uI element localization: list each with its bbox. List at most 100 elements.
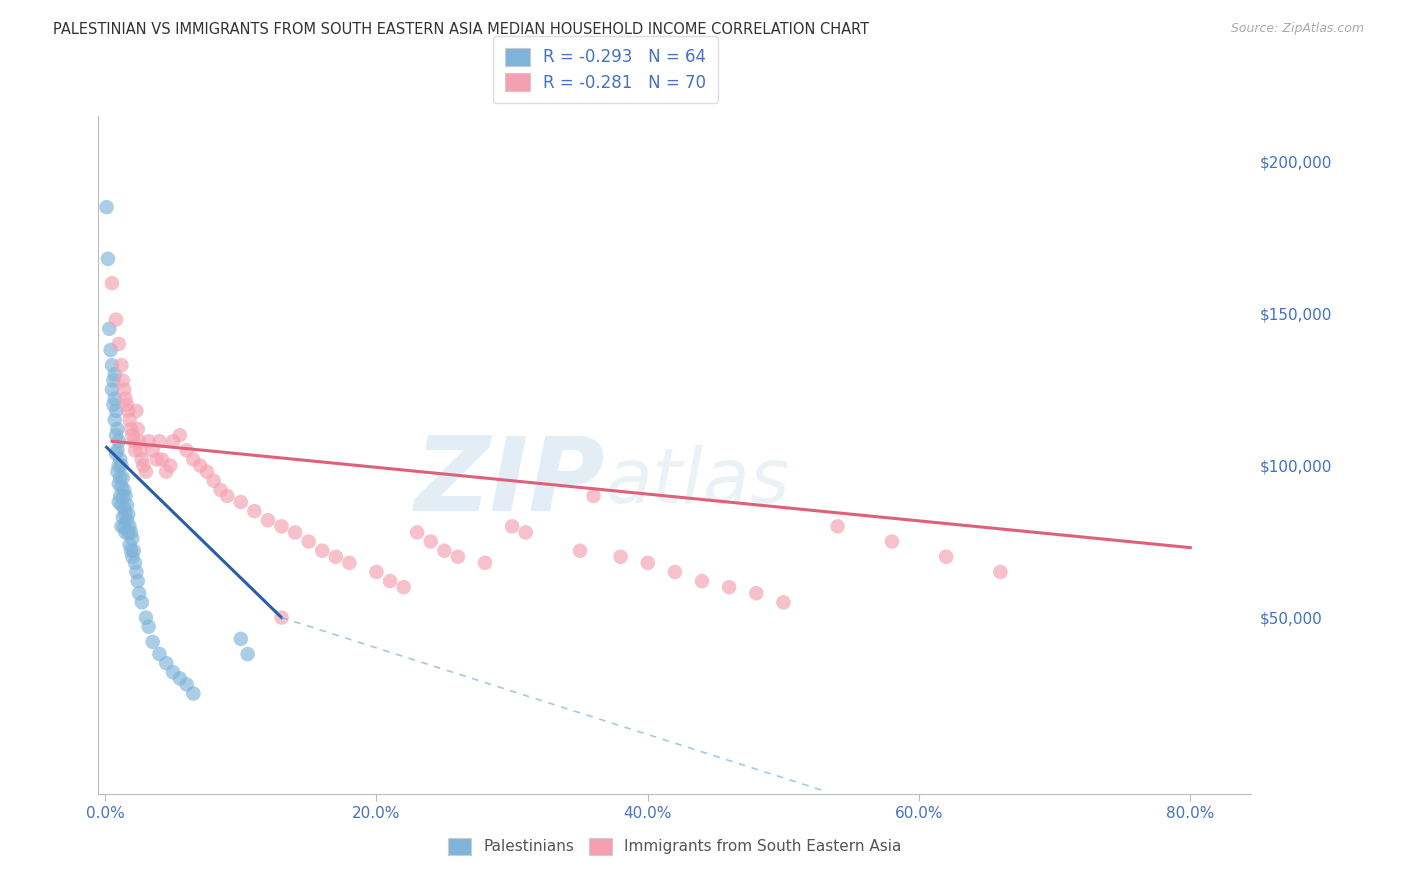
Point [107, 495, 129, 509]
Point [121, 549, 143, 564]
Point [155, 465, 177, 479]
Point [582, 489, 605, 503]
Point [118, 413, 141, 427]
Point [110, 498, 132, 512]
Point [159, 458, 181, 473]
Point [103, 398, 125, 412]
Point [115, 513, 138, 527]
Point [270, 610, 292, 624]
Point [110, 480, 132, 494]
Point [183, 452, 205, 467]
Text: atlas: atlas [606, 445, 790, 519]
Point [131, 595, 153, 609]
Point [111, 510, 134, 524]
Point [107, 476, 129, 491]
Point [105, 312, 128, 326]
Point [155, 656, 177, 670]
Point [131, 452, 153, 467]
Point [108, 471, 131, 485]
Text: Source: ZipAtlas.com: Source: ZipAtlas.com [1230, 22, 1364, 36]
Point [111, 489, 134, 503]
Point [114, 525, 136, 540]
Point [419, 534, 441, 549]
Point [105, 428, 128, 442]
Point [202, 474, 225, 488]
Point [135, 610, 157, 624]
Point [121, 428, 143, 442]
Point [112, 383, 135, 397]
Point [195, 465, 218, 479]
Point [637, 556, 659, 570]
Point [117, 404, 139, 418]
Point [112, 501, 135, 516]
Point [118, 519, 141, 533]
Point [474, 556, 496, 570]
Point [664, 565, 686, 579]
Point [108, 452, 131, 467]
Point [120, 422, 142, 436]
Point [236, 647, 259, 661]
Point [125, 404, 148, 418]
Point [217, 489, 239, 503]
Point [118, 538, 141, 552]
Point [101, 383, 124, 397]
Point [142, 635, 165, 649]
Point [433, 543, 456, 558]
Point [127, 574, 149, 588]
Point [243, 504, 266, 518]
Point [103, 374, 125, 388]
Point [209, 483, 232, 497]
Text: ZIP: ZIP [415, 432, 606, 533]
Point [107, 337, 129, 351]
Point [115, 498, 138, 512]
Point [138, 620, 160, 634]
Point [107, 434, 129, 449]
Point [100, 343, 122, 357]
Point [229, 495, 252, 509]
Point [176, 443, 198, 458]
Point [107, 458, 129, 473]
Point [101, 276, 124, 290]
Point [124, 556, 146, 570]
Point [112, 519, 135, 533]
Point [135, 465, 157, 479]
Point [110, 358, 132, 372]
Point [311, 543, 333, 558]
Point [117, 507, 139, 521]
Point [127, 422, 149, 436]
Point [117, 525, 139, 540]
Point [132, 458, 155, 473]
Point [148, 434, 170, 449]
Point [108, 489, 131, 503]
Point [96, 200, 118, 214]
Point [169, 428, 191, 442]
Point [129, 443, 152, 458]
Point [183, 687, 205, 701]
Point [609, 549, 631, 564]
Point [188, 458, 211, 473]
Point [515, 525, 537, 540]
Point [110, 519, 132, 533]
Text: PALESTINIAN VS IMMIGRANTS FROM SOUTH EASTERN ASIA MEDIAN HOUSEHOLD INCOME CORREL: PALESTINIAN VS IMMIGRANTS FROM SOUTH EAS… [53, 22, 869, 37]
Point [110, 458, 132, 473]
Point [104, 368, 127, 382]
Point [107, 422, 129, 436]
Point [325, 549, 347, 564]
Point [107, 465, 129, 479]
Point [101, 358, 124, 372]
Point [162, 434, 184, 449]
Point [115, 398, 138, 412]
Point [124, 443, 146, 458]
Point [122, 434, 145, 449]
Point [122, 543, 145, 558]
Point [104, 392, 127, 406]
Point [104, 413, 127, 427]
Point [162, 665, 184, 680]
Point [111, 471, 134, 485]
Point [827, 519, 849, 533]
Point [718, 580, 741, 594]
Point [169, 671, 191, 685]
Point [270, 519, 292, 533]
Point [128, 434, 150, 449]
Point [772, 595, 794, 609]
